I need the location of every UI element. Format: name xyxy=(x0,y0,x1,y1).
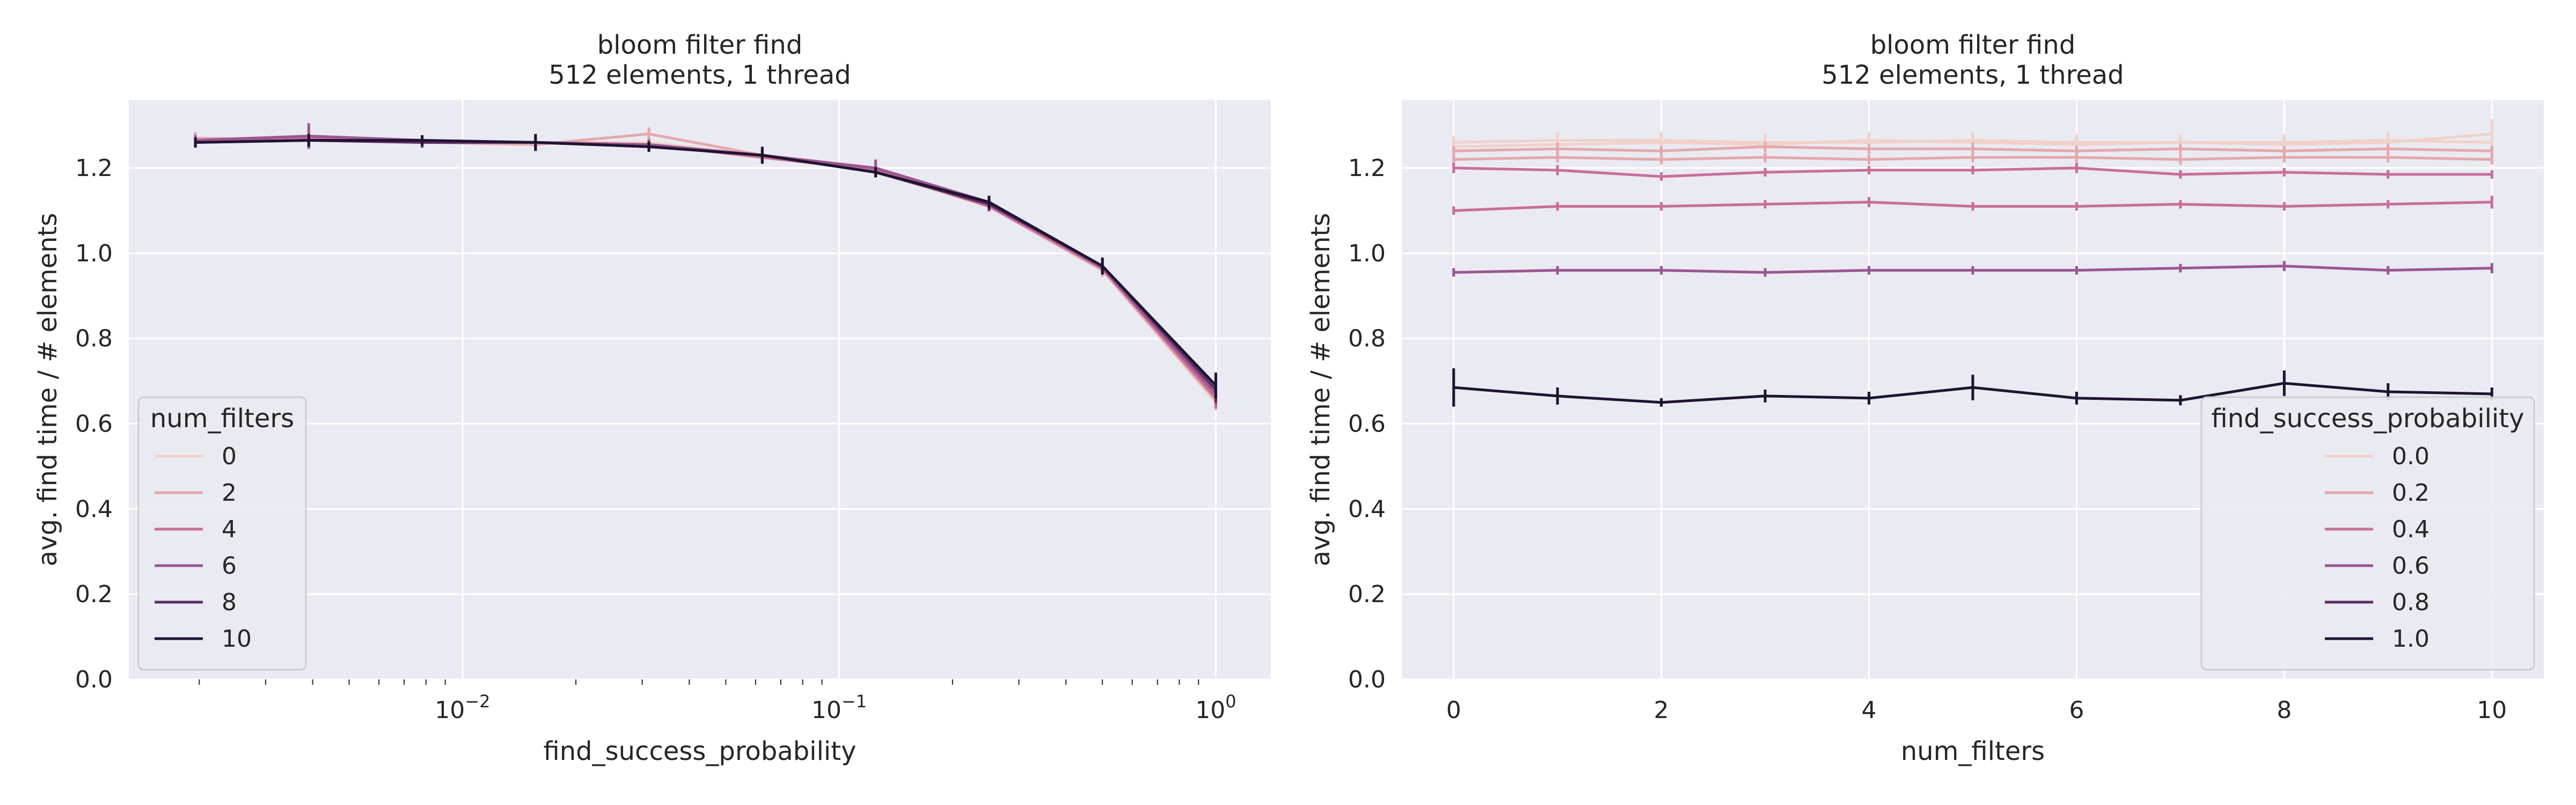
chart-subtitle: 512 elements, 1 thread xyxy=(1821,60,2124,90)
legend-label: 0.0 xyxy=(2392,443,2429,470)
legend-label: 0.6 xyxy=(2392,552,2429,580)
x-axis-label: find_success_probability xyxy=(544,736,857,766)
legend-box xyxy=(2200,396,2535,671)
series-line xyxy=(195,138,1217,386)
y-tick-label: 0.4 xyxy=(1348,495,1386,523)
x-tick-label: 8 xyxy=(2277,697,2292,724)
chart-subtitle: 512 elements, 1 thread xyxy=(548,60,851,90)
legend-label: 0 xyxy=(222,443,237,470)
x-tick-label: 10−1 xyxy=(811,691,867,724)
y-tick-label: 1.0 xyxy=(1348,240,1386,267)
chart-num-filters: 0.0 0.2 0.4 0.6 0.8 1.0 1.2 0 2 4 6 8 10 num_filters a… xyxy=(1306,30,2544,766)
legend-label: 0.4 xyxy=(2392,516,2429,543)
x-axis-label: num_filters xyxy=(1901,736,2045,766)
y-tick-label: 1.0 xyxy=(75,240,113,267)
y-tick-label: 0.2 xyxy=(75,581,113,608)
x-tick-label: 10−2 xyxy=(435,691,490,724)
legend-title: find_success_probability xyxy=(2212,404,2524,434)
legend-title: num_filters xyxy=(150,404,294,434)
legend-label: 4 xyxy=(222,516,237,543)
y-axis-label: avg. find time / # elements xyxy=(1306,213,1336,567)
x-tick-label: 100 xyxy=(1195,691,1236,724)
plot-area xyxy=(129,100,1271,679)
y-tick-label: 0.8 xyxy=(1348,325,1386,353)
legend-label: 8 xyxy=(222,589,237,616)
x-tick-label: 6 xyxy=(2069,697,2084,724)
x-tick-label: 4 xyxy=(1862,697,1877,724)
legend-label: 0.8 xyxy=(2392,589,2429,616)
legend: find_success_probability 0.0 0.2 0.4 0.6 0.8 1… xyxy=(2200,396,2535,671)
chart-find-success-probability: 0.00.20.40.60.81.01.210−2 10−1 100find_suc… xyxy=(33,30,1271,766)
y-tick-label: 1.2 xyxy=(75,155,113,182)
x-tick-label: 2 xyxy=(1654,697,1669,724)
legend-label: 0.2 xyxy=(2392,479,2429,507)
legend-label: 6 xyxy=(222,552,237,580)
legend-label: 2 xyxy=(222,479,237,507)
y-tick-label: 0.6 xyxy=(75,411,113,438)
chart-title: bloom filter find xyxy=(1870,30,2076,60)
x-tick-label: 10 xyxy=(2477,697,2507,724)
y-tick-label: 1.2 xyxy=(1348,155,1386,182)
y-tick-label: 0.2 xyxy=(1348,581,1386,608)
legend-label: 10 xyxy=(222,625,252,653)
y-axis-label: avg. find time / # elements xyxy=(33,213,63,567)
legend-label: 1.0 xyxy=(2392,625,2429,653)
x-tick-label: 0 xyxy=(1446,697,1461,724)
y-tick-label: 0.4 xyxy=(75,495,113,523)
y-tick-label: 0.6 xyxy=(1348,411,1386,438)
y-tick-label: 0.0 xyxy=(75,666,113,693)
chart-title: bloom filter find xyxy=(597,30,803,60)
y-tick-label: 0.0 xyxy=(1348,666,1386,693)
y-tick-label: 0.8 xyxy=(75,325,113,353)
legend: num_filters 0 2 4 6 8 10 xyxy=(137,396,307,671)
